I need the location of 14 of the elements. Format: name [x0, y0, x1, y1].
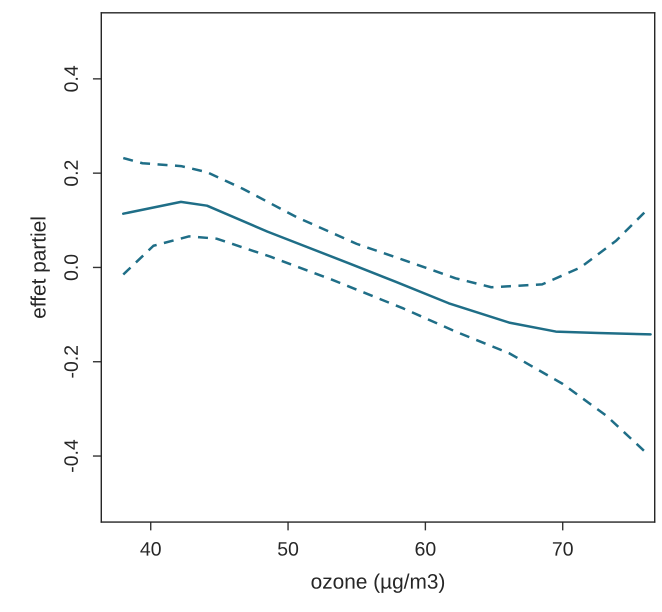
line-series [122, 235, 646, 454]
x-tick-label: 70 [552, 542, 573, 556]
line-series [122, 156, 646, 288]
y-tick-label: 0.0 [64, 254, 78, 280]
y-tick-label: -0.4 [64, 440, 78, 472]
line-series [122, 200, 652, 336]
x-tick-label: 60 [416, 542, 436, 556]
x-tick-label: 40 [140, 542, 161, 556]
x-tick-label: 50 [278, 542, 298, 556]
y-axis-title: effet partiel [30, 217, 50, 318]
y-tick-label: 0.4 [64, 66, 78, 92]
y-tick-label: 0.2 [64, 160, 78, 186]
y-tick-label: -0.2 [64, 346, 78, 378]
x-axis-title: ozone (µg/m3) [312, 573, 444, 593]
